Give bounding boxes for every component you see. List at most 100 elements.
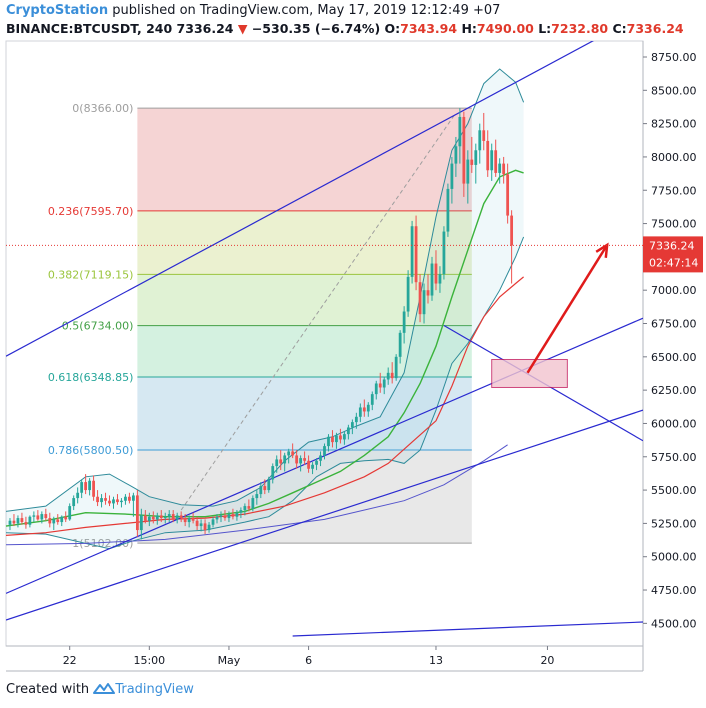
candle-body[interactable] — [486, 140, 490, 171]
candle-body[interactable] — [159, 515, 163, 519]
candle-body[interactable] — [418, 282, 422, 315]
candle-body[interactable] — [235, 512, 239, 517]
candle-body[interactable] — [450, 163, 454, 189]
candle-body[interactable] — [382, 379, 386, 388]
candle-body[interactable] — [92, 480, 95, 497]
candle-body[interactable] — [84, 482, 88, 491]
candle-body[interactable] — [366, 404, 370, 412]
candle-body[interactable] — [490, 150, 494, 171]
candle-body[interactable] — [303, 458, 306, 461]
candle-body[interactable] — [175, 515, 179, 520]
candle-body[interactable] — [478, 130, 482, 151]
candle-body[interactable] — [482, 130, 486, 141]
candle-body[interactable] — [287, 451, 291, 456]
candle-body[interactable] — [335, 435, 338, 443]
candle-body[interactable] — [390, 372, 394, 379]
candle-body[interactable] — [343, 434, 346, 440]
candle-body[interactable] — [279, 459, 283, 464]
candle-body[interactable] — [135, 495, 139, 531]
tradingview-link[interactable]: TradingView — [115, 682, 194, 697]
candle-body[interactable] — [32, 515, 36, 517]
candle-body[interactable] — [48, 518, 52, 524]
candle-body[interactable] — [370, 394, 374, 405]
candle-body[interactable] — [151, 516, 155, 520]
candle-body[interactable] — [120, 500, 123, 503]
candle-body[interactable] — [28, 516, 32, 525]
candle-body[interactable] — [295, 455, 299, 464]
candle-body[interactable] — [116, 499, 119, 503]
candle-body[interactable] — [291, 451, 295, 456]
candle-body[interactable] — [215, 516, 219, 520]
candle-body[interactable] — [68, 506, 72, 520]
candle-body[interactable] — [108, 500, 111, 504]
candle-body[interactable] — [462, 116, 466, 184]
candle-body[interactable] — [223, 515, 227, 519]
candle-body[interactable] — [354, 416, 358, 423]
candle-body[interactable] — [299, 458, 303, 464]
candle-body[interactable] — [183, 518, 187, 523]
candle-body[interactable] — [251, 498, 255, 509]
candle-body[interactable] — [442, 231, 446, 275]
candle-body[interactable] — [60, 516, 64, 523]
candle-body[interactable] — [171, 514, 175, 520]
candle-body[interactable] — [438, 274, 442, 284]
candle-body[interactable] — [211, 519, 215, 525]
candle-body[interactable] — [163, 516, 167, 519]
candle-body[interactable] — [64, 516, 68, 520]
candle-body[interactable] — [187, 518, 191, 523]
bollinger-upper-line[interactable] — [5, 68, 525, 512]
candle-body[interactable] — [44, 514, 48, 519]
candle-body[interactable] — [104, 498, 107, 501]
target-zone-box[interactable] — [491, 358, 568, 388]
candle-body[interactable] — [96, 496, 99, 503]
candle-body[interactable] — [100, 498, 103, 503]
candle-body[interactable] — [358, 407, 362, 417]
slow-moving-average-line[interactable] — [5, 444, 508, 546]
candle-body[interactable] — [56, 519, 60, 523]
candle-body[interactable] — [398, 332, 402, 357]
candle-body[interactable] — [378, 383, 382, 388]
candle-body[interactable] — [510, 215, 514, 246]
candle-body[interactable] — [12, 520, 16, 524]
candle-body[interactable] — [8, 520, 12, 525]
candle-body[interactable] — [20, 518, 24, 523]
candle-body[interactable] — [446, 188, 450, 232]
candle-body[interactable] — [494, 150, 498, 173]
trendline[interactable] — [6, 40, 595, 357]
candle-body[interactable] — [179, 515, 183, 519]
candle-body[interactable] — [219, 515, 223, 517]
candle-body[interactable] — [327, 436, 330, 447]
candle-body[interactable] — [195, 520, 199, 527]
candle-body[interactable] — [394, 356, 398, 379]
author-name[interactable]: CryptoStation — [6, 3, 109, 18]
candle-body[interactable] — [458, 116, 462, 147]
candle-body[interactable] — [124, 496, 127, 501]
candle-body[interactable] — [255, 494, 259, 499]
candle-body[interactable] — [502, 163, 506, 175]
candle-body[interactable] — [283, 455, 287, 464]
trendline[interactable] — [6, 409, 643, 621]
candle-body[interactable] — [346, 427, 350, 435]
candle-body[interactable] — [203, 523, 207, 531]
trendline[interactable] — [292, 621, 643, 637]
candle-body[interactable] — [80, 482, 84, 493]
candle-body[interactable] — [112, 499, 115, 504]
candle-body[interactable] — [199, 523, 203, 527]
candle-body[interactable] — [76, 492, 80, 499]
bollinger-lower-line[interactable] — [5, 236, 525, 550]
candle-body[interactable] — [271, 466, 275, 480]
candle-body[interactable] — [410, 226, 414, 277]
candle-body[interactable] — [414, 226, 418, 283]
candle-body[interactable] — [52, 519, 56, 524]
candle-body[interactable] — [247, 506, 251, 509]
candle-body[interactable] — [319, 455, 322, 461]
candle-body[interactable] — [506, 174, 510, 216]
candle-body[interactable] — [231, 514, 235, 517]
candle-body[interactable] — [466, 159, 470, 184]
red-moving-average-line[interactable] — [5, 276, 524, 536]
candle-body[interactable] — [24, 522, 28, 525]
candle-body[interactable] — [72, 498, 76, 507]
candle-body[interactable] — [239, 510, 243, 513]
candle-body[interactable] — [498, 163, 502, 173]
candle-body[interactable] — [147, 516, 151, 521]
